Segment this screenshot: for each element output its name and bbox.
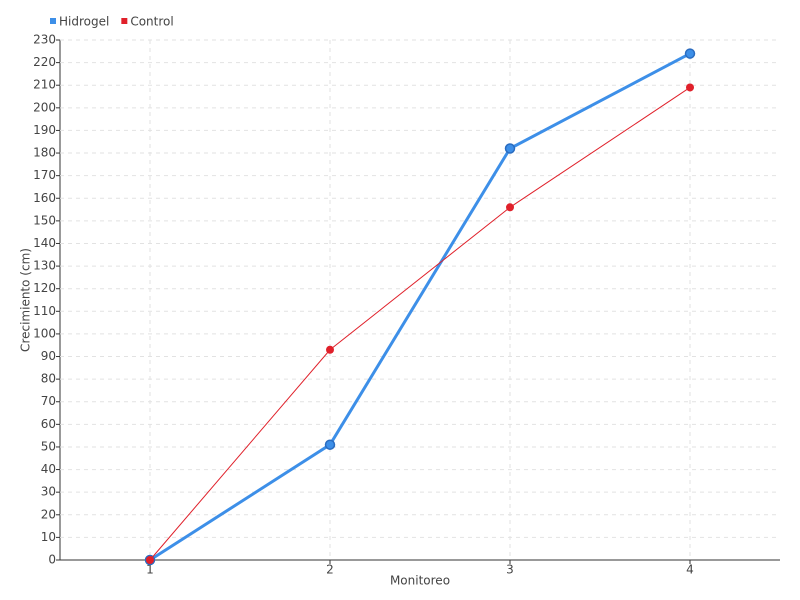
x-tick-label: 4 [686, 563, 694, 577]
y-tick-label: 160 [33, 191, 56, 205]
y-tick-label: 170 [33, 168, 56, 182]
legend-label: Hidrogel [59, 15, 109, 29]
y-tick-label: 100 [33, 326, 56, 340]
y-tick-label: 230 [33, 33, 56, 47]
point [684, 48, 696, 59]
point [506, 203, 514, 212]
legend-label: Control [130, 15, 173, 29]
point [686, 83, 694, 92]
point [326, 345, 334, 354]
x-axis-label: Monitoreo [390, 574, 450, 588]
point [504, 143, 516, 154]
y-tick-label: 20 [41, 507, 56, 521]
x-tick-label: 3 [506, 563, 514, 577]
y-tick-label: 210 [33, 78, 56, 92]
legend-swatch [50, 18, 56, 24]
y-tick-label: 10 [41, 530, 56, 544]
y-tick-label: 180 [33, 146, 56, 160]
y-axis-label: Crecimiento (cm) [19, 248, 33, 352]
y-tick-label: 220 [33, 55, 56, 69]
point [146, 556, 154, 564]
series-line [149, 52, 691, 562]
y-tick-label: 120 [33, 281, 56, 295]
y-tick-label: 190 [33, 123, 56, 137]
y-tick-label: 0 [48, 553, 56, 567]
x-tick-label: 1 [146, 563, 154, 577]
series-line [149, 87, 691, 561]
y-tick-label: 80 [41, 372, 56, 386]
y-tick-label: 70 [41, 394, 56, 408]
y-tick-label: 130 [33, 259, 56, 273]
y-tick-label: 50 [41, 439, 56, 453]
y-tick-label: 200 [33, 100, 56, 114]
x-tick-label: 2 [326, 563, 334, 577]
y-tick-label: 90 [41, 349, 56, 363]
y-tick-label: 40 [41, 462, 56, 476]
y-tick-label: 60 [41, 417, 56, 431]
y-tick-label: 30 [41, 485, 56, 499]
y-tick-label: 150 [33, 213, 56, 227]
legend-swatch [121, 18, 128, 24]
y-tick-label: 140 [33, 236, 56, 250]
y-tick-label: 110 [33, 304, 56, 318]
point [324, 439, 336, 450]
